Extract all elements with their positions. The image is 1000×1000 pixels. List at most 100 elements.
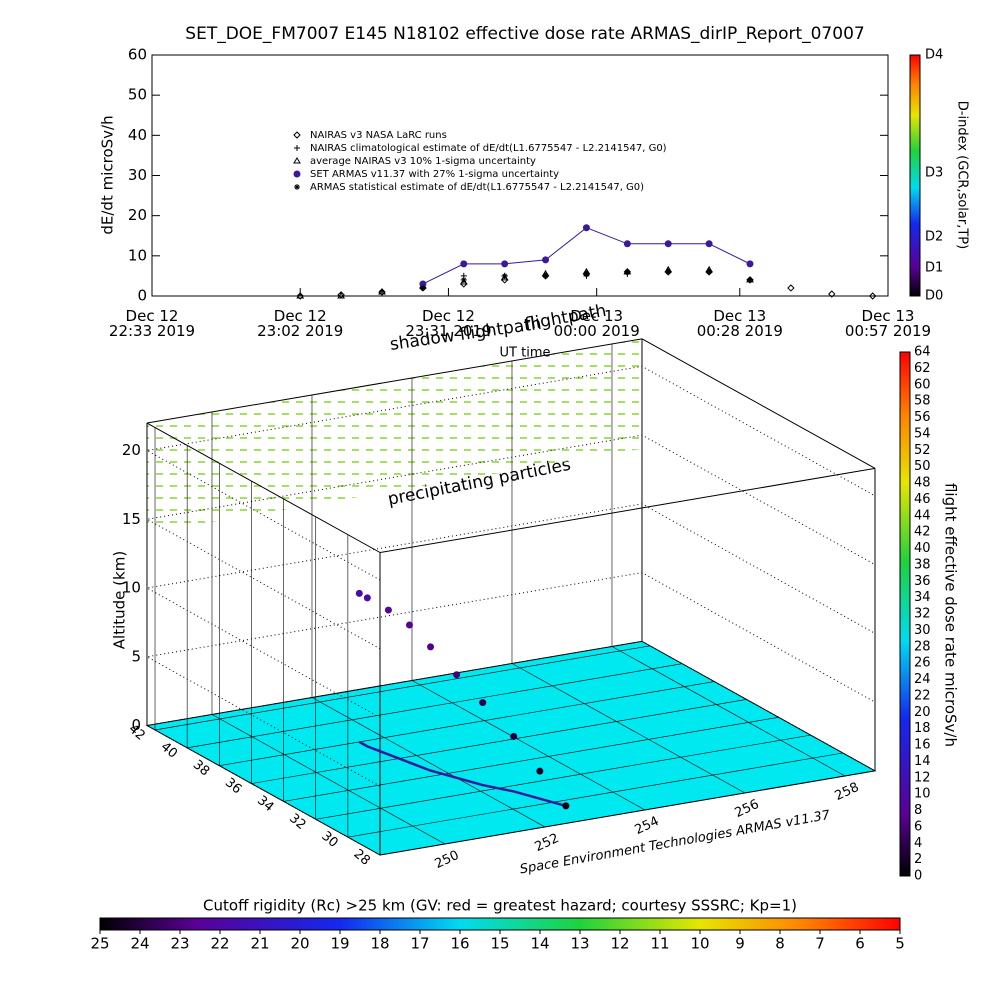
legend-symbol [294,145,300,151]
legend-symbol [293,170,301,178]
legend-entry: NAIRAS v3 NASA LaRC runs [293,130,447,141]
flight-point [562,802,570,810]
marker [624,268,631,275]
colorbar-tick-label: 7 [815,935,825,953]
colorbar-tick-label: 25 [90,935,109,953]
legend-symbol [293,131,301,139]
colorbar-tick-label: 16 [914,738,931,753]
legend-entry: SET ARMAS v11.37 with 27% 1-sigma uncert… [293,169,559,180]
grid-line [511,360,746,794]
colorbar-tick-label: 8 [914,803,922,818]
x-tick-label: Dec 12 22:33 2019 [109,307,195,340]
z-tick-label: 20 [122,441,141,459]
colorbar-tick-label: 38 [914,557,931,572]
grid-line [154,427,651,731]
flight-point [453,671,461,679]
legend-label: SET ARMAS v11.37 with 27% 1-sigma uncert… [310,169,559,180]
grid-line [315,516,811,820]
colorbar-tick-label: 34 [914,590,931,605]
x-tick-label: Dec 12 23:02 2019 [257,307,343,340]
particle-field [146,338,642,534]
grid-line [211,411,446,845]
marker [787,284,795,292]
marker [706,268,713,275]
grid-line [311,394,546,828]
marker [747,276,753,283]
legend-label: average NAIRAS v3 10% 1-sigma uncertaint… [310,156,536,167]
colorbar-tick-label: D3 [925,166,943,181]
marker [337,292,345,299]
colorbar-tick-label: 40 [914,541,931,556]
grid-line [186,445,683,749]
marker [705,240,713,248]
colorbar [99,917,901,931]
colorbar-title: flight effective dose rate microSv/h [942,483,960,747]
flight-point [405,621,413,629]
colorbar-tick-label: 36 [914,574,931,589]
chart-title: SET_DOE_FM7007 E145 N18102 effective dos… [185,24,864,44]
grid-line [283,498,779,802]
marker [542,256,550,264]
colorbar-title: Cutoff rigidity (Rc) >25 km (GV: red = g… [203,897,797,915]
colorbar-title: D-index (GCR,solar,TP) [955,101,970,249]
grid-line [411,377,646,811]
colorbar-tick-label: 12 [914,770,931,785]
x-tick-label: Dec 13 00:57 2019 [845,307,931,340]
colorbar-tick-label: 6 [855,935,865,953]
colorbar-tick-label: 5 [895,935,905,953]
y-tick-label: 0 [137,287,147,305]
legend-label: NAIRAS climatological estimate of dE/dt(… [310,143,667,154]
grid-line [347,534,843,838]
legend-symbol [294,184,300,190]
marker [296,292,304,300]
y-tick-label: 30 [128,166,147,184]
colorbar-tick-label: 23 [170,935,189,953]
shadow-flightpath [358,740,567,808]
colorbar-tick-label: D0 [925,289,943,304]
colorbar-tick-label: 12 [610,935,629,953]
colorbar-tick-label: 15 [490,935,509,953]
grid-line [251,481,747,784]
colorbar-tick-label: 54 [914,426,931,441]
grid-line [219,463,715,767]
colorbar-tick-label: 22 [210,935,229,953]
y-tick-label: 60 [128,46,147,64]
marker [296,292,305,299]
colorbar-tick-label: 44 [914,508,931,523]
marker [378,288,386,295]
colorbar-tick-label: 32 [914,607,931,622]
colorbar-tick-label: 19 [330,935,349,953]
box-edge [146,422,381,553]
colorbar-tick-label: 22 [914,688,931,703]
legend-entry: ARMAS statistical estimate of dE/dt(L1.6… [294,182,644,193]
colorbar-tick-label: 14 [914,754,931,769]
flight-point [536,767,544,775]
legend-entry: NAIRAS climatological estimate of dE/dt(… [294,143,667,154]
colorbar-tick-label: 11 [650,935,669,953]
marker [582,224,590,232]
colorbar-tick-label: 2 [914,852,922,867]
flight-point [363,594,371,602]
marker [460,260,468,268]
marker [542,272,549,279]
colorbar-tick-label: 30 [914,623,931,638]
marker [501,260,509,268]
x-tick-label: Dec 13 00:28 2019 [697,307,783,340]
flight-point [355,589,363,597]
x-tick-label: Dec 12 23:31 2019 [405,307,491,340]
flight-point [427,643,435,651]
colorbar-tick-label: 16 [450,935,469,953]
colorbar-tick-label: 6 [914,819,922,834]
flight-point [510,732,518,740]
colorbar-tick-label: D1 [925,261,943,276]
colorbar [899,351,911,877]
legend-label: ARMAS statistical estimate of dE/dt(L1.6… [310,182,644,193]
colorbar-tick-label: 14 [530,935,549,953]
colorbar-tick-label: 46 [914,492,931,507]
marker [501,272,508,279]
marker [746,260,754,268]
colorbar-tick-label: 42 [914,525,931,540]
legend-label: NAIRAS v3 NASA LaRC runs [310,130,447,141]
colorbar-tick-label: 24 [914,672,931,687]
z-tick-label: 15 [122,510,141,528]
